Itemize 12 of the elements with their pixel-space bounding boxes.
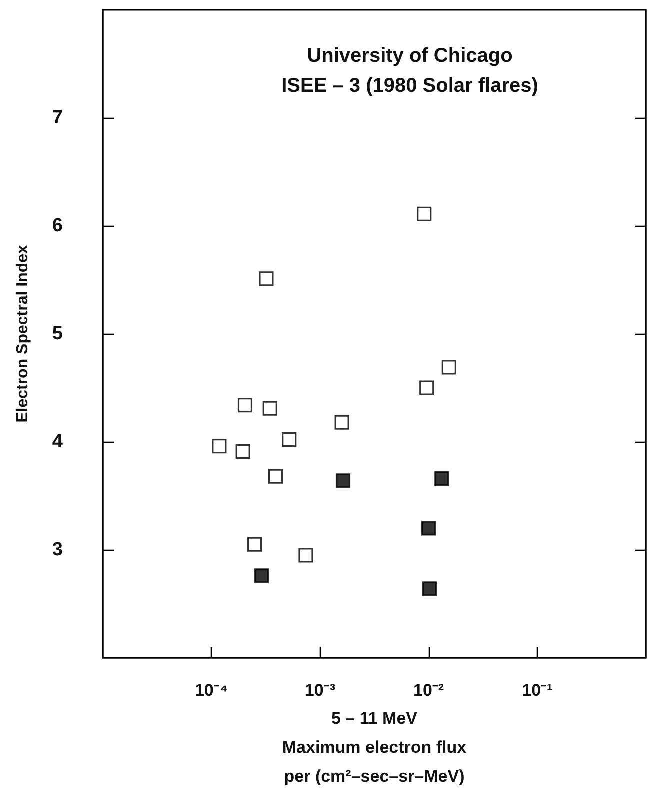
y-tick-label: 4: [52, 432, 64, 452]
x-tick-label: 10⁻²: [414, 681, 444, 700]
y-axis-title: Electron Spectral Index: [14, 244, 32, 423]
y-tick-label: 6: [52, 216, 63, 236]
text: University of Chicago ISEE – 3 (1980 Solar flares): [282, 45, 538, 97]
y-tick-label: 3: [52, 540, 63, 560]
x-tick-label: 10⁻¹: [522, 681, 554, 700]
x-tick-label: 10⁻⁴: [194, 681, 228, 700]
x-axis-title: 5 – 11 MeV Maximum electron flux per (cm²–sec–sr–MeV): [282, 708, 468, 786]
y-tick-label: 7: [52, 108, 63, 128]
y-tick-label: 5: [52, 324, 64, 344]
x-tick-label: 10⁻³: [304, 681, 336, 700]
